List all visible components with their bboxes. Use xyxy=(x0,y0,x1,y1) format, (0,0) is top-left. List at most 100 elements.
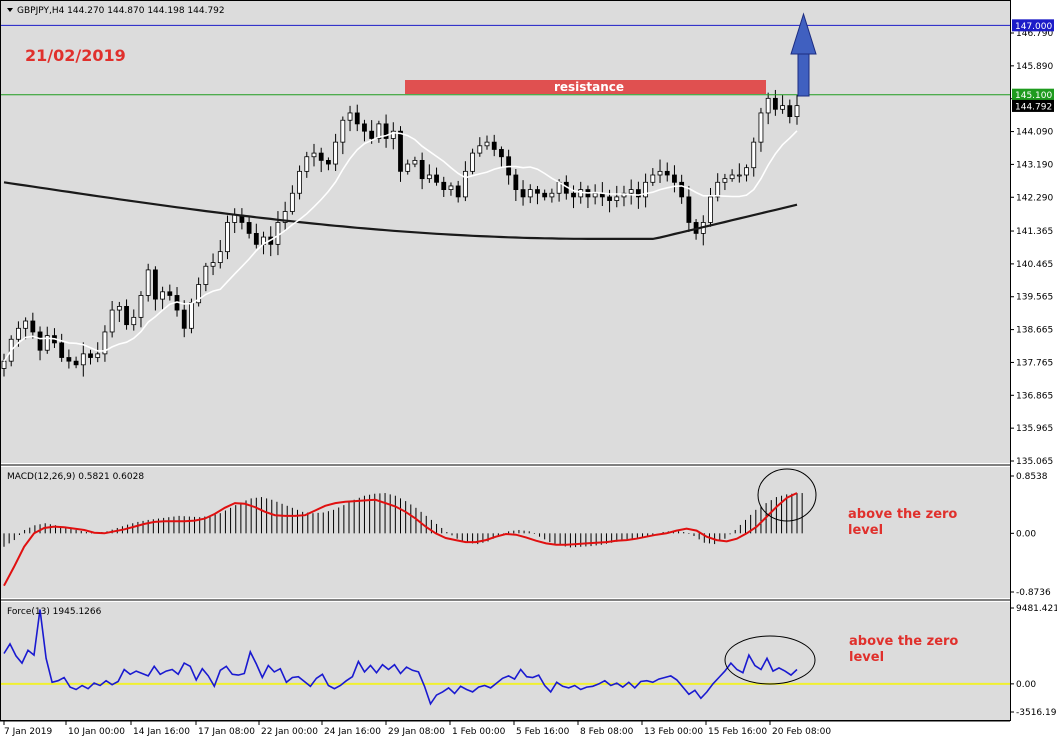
macd-tick-label: 0.00 xyxy=(1016,529,1036,539)
time-tick-label: 15 Feb 16:00 xyxy=(708,727,767,737)
candle-body xyxy=(1,360,7,369)
candle-body xyxy=(376,123,382,139)
candle-body xyxy=(30,320,36,333)
candle-body xyxy=(203,265,209,285)
time-tick-label: 29 Jan 08:00 xyxy=(388,727,445,737)
candle-body xyxy=(23,320,29,329)
candle-body xyxy=(484,141,490,147)
candle-body xyxy=(246,222,252,234)
candle-body xyxy=(311,152,317,158)
candle-body xyxy=(289,192,295,212)
time-tick-label: 20 Feb 08:00 xyxy=(772,727,831,737)
candle-body xyxy=(282,211,288,223)
candle-body xyxy=(736,174,742,177)
candle-body xyxy=(405,163,411,172)
chart-frame xyxy=(0,0,1011,721)
time-tick-label: 8 Feb 08:00 xyxy=(580,727,634,737)
candle-body xyxy=(398,130,403,172)
candle-body xyxy=(73,360,79,366)
force-panel xyxy=(1,609,1010,706)
candle-body xyxy=(16,327,21,340)
force-tick-label: 0.00 xyxy=(1016,680,1036,690)
candle-body xyxy=(426,174,432,180)
candle-body xyxy=(347,112,353,121)
candle-body xyxy=(369,130,375,139)
price-tick-label: 141.365 xyxy=(1016,227,1053,237)
price-level-tag-label: 144.792 xyxy=(1015,102,1052,112)
candle-body xyxy=(318,152,324,161)
axes: 146.790145.890144.990144.090143.190142.2… xyxy=(3,19,1057,737)
main-panel-bg xyxy=(1,1,1010,463)
candle-body xyxy=(636,189,641,198)
macd-note-line1: above the zero xyxy=(848,507,957,522)
price-tick-label: 145.890 xyxy=(1016,62,1053,72)
symbol-header: GBPJPY,H4 144.270 144.870 144.198 144.79… xyxy=(7,6,225,16)
candle-body xyxy=(434,174,439,183)
candle-body xyxy=(326,159,331,165)
candle-body xyxy=(571,192,576,198)
macd-note-line2: level xyxy=(848,523,883,538)
force-tick-label: -3516.193 xyxy=(1016,708,1057,718)
price-tick-label: 138.665 xyxy=(1016,326,1053,336)
candle-body xyxy=(102,331,108,355)
candle-body xyxy=(542,192,548,198)
fast-moving-average-line xyxy=(3,130,798,362)
candle-body xyxy=(275,222,281,245)
resistance-box[interactable] xyxy=(405,80,766,94)
candle-body xyxy=(441,181,447,190)
candle-body xyxy=(657,170,663,176)
candle-body xyxy=(37,331,43,351)
candle-body xyxy=(225,222,230,253)
candle-body xyxy=(708,196,713,223)
price-tick-label: 137.765 xyxy=(1016,358,1053,368)
candle-body xyxy=(535,189,540,194)
candle-body xyxy=(131,316,137,326)
price-level-tag-label: 147.000 xyxy=(1015,22,1052,32)
macd-signal-line xyxy=(3,492,798,587)
candle-body xyxy=(672,174,677,183)
candle-body xyxy=(448,185,454,190)
candle-body xyxy=(744,167,749,176)
candle-body xyxy=(614,196,620,201)
force-index-line xyxy=(3,609,798,706)
macd-tick-label: 0.8538 xyxy=(1016,472,1048,482)
candle-body xyxy=(181,309,187,329)
price-level-tag xyxy=(1012,88,1054,101)
candle-body xyxy=(160,291,166,300)
candle-body xyxy=(167,291,173,296)
candle-body xyxy=(217,251,223,264)
time-tick-label: 7 Jan 2019 xyxy=(4,727,52,737)
candle-body xyxy=(138,295,144,318)
price-tick-label: 140.465 xyxy=(1016,260,1053,270)
candle-body xyxy=(390,130,396,139)
svg-text:GBPJPY,H4 144.270 144.870 144: GBPJPY,H4 144.270 144.870 144.198 144.79… xyxy=(17,6,225,16)
time-tick-label: 17 Jan 08:00 xyxy=(198,727,255,737)
candle-body xyxy=(679,181,685,198)
resistance-label: resistance xyxy=(554,80,624,94)
candle-body xyxy=(470,152,475,172)
candle-body xyxy=(787,105,793,117)
macd-panel xyxy=(3,492,803,587)
force-note-line1: above the zero xyxy=(849,634,958,649)
time-tick-label: 22 Jan 00:00 xyxy=(261,727,318,737)
candle-body xyxy=(116,306,122,311)
time-tick-label: 5 Feb 16:00 xyxy=(516,727,570,737)
candle-body xyxy=(304,156,310,172)
force-tick-label: 9481.4219 xyxy=(1016,604,1057,614)
candle-body xyxy=(607,196,612,201)
candle-body xyxy=(686,196,692,223)
candle-body xyxy=(88,353,93,358)
candle-body xyxy=(210,262,216,267)
candle-body xyxy=(513,174,519,190)
candle-body xyxy=(196,284,202,304)
candle-body xyxy=(80,353,86,366)
candle-body xyxy=(362,123,367,132)
candle-body xyxy=(145,269,151,296)
candle-body xyxy=(729,174,735,180)
candle-body xyxy=(715,181,721,198)
price-level-tag xyxy=(1012,19,1054,32)
price-tick-label: 136.865 xyxy=(1016,391,1053,401)
candle-body xyxy=(232,214,238,223)
force-note-line2: level xyxy=(849,650,884,665)
